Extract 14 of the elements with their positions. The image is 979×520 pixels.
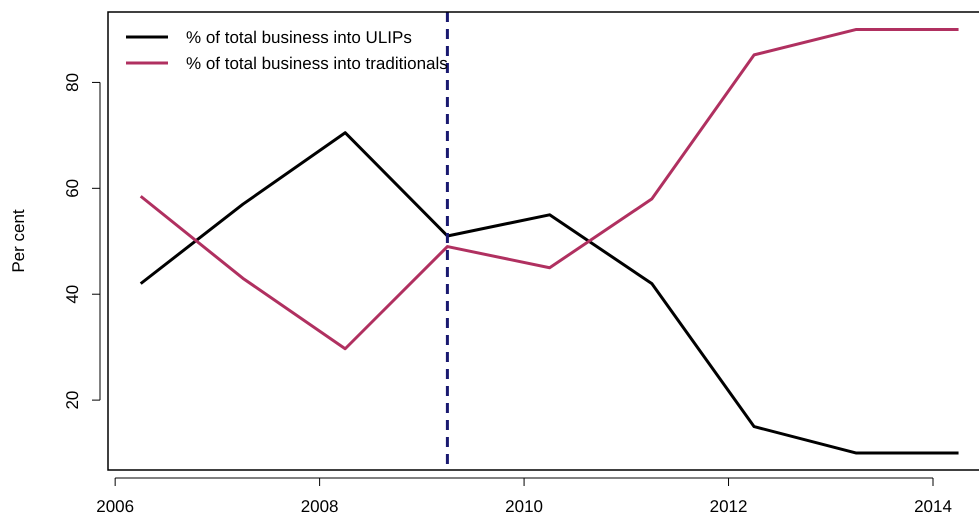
y-tick-label: 80	[63, 72, 82, 92]
x-tick-label: 2010	[505, 497, 543, 516]
y-tick-label: 40	[63, 284, 82, 304]
x-tick-label: 2014	[914, 497, 952, 516]
y-tick-label: 60	[63, 178, 82, 198]
line-series	[139, 28, 960, 350]
legend-label: % of total business into ULIPs	[186, 28, 412, 47]
y-tick-label: 20	[63, 390, 82, 410]
y-axis-title: Per cent	[9, 209, 28, 273]
line-series	[139, 131, 960, 455]
x-tick-label: 2012	[710, 497, 748, 516]
x-tick-label: 2008	[300, 497, 339, 516]
x-tick-label: 2006	[96, 497, 134, 516]
legend-label: % of total business into traditionals	[186, 54, 448, 73]
